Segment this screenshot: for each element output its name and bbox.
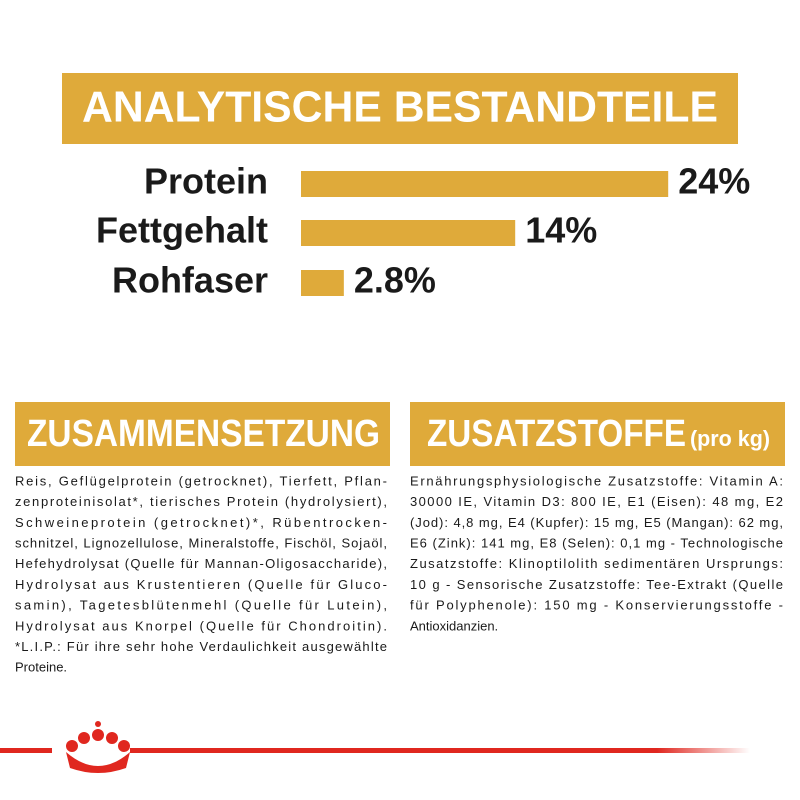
- bar: [301, 270, 344, 296]
- paragraph-line: Antioxidanzien.: [410, 618, 498, 633]
- composition-title-box: [15, 402, 390, 466]
- title: ANALYTISCHE BESTANDTEILE: [82, 83, 718, 132]
- paragraph-line: 30000 IE, Vitamin D3: 800 IE, E1 (Eisen)…: [410, 494, 783, 509]
- paragraph-line: Proteine.: [15, 660, 67, 675]
- bar: [301, 220, 516, 246]
- category-label: Protein: [144, 161, 268, 202]
- rule-right: [130, 748, 750, 753]
- value-label: 2.8%: [354, 260, 436, 301]
- paragraph-line: Schweineprotein (getrocknet)*, Rübentroc…: [15, 515, 387, 530]
- category-label: Fettgehalt: [96, 210, 268, 251]
- paragraph-line: (Jod): 4,8 mg, E4 (Kupfer): 15 mg, E5 (M…: [410, 515, 783, 530]
- paragraph-line: *L.I.P.: Für ihre sehr hohe Verdaulichke…: [15, 639, 387, 654]
- rule-left: [0, 748, 52, 753]
- additives-title-suffix: (pro kg): [690, 426, 770, 451]
- paragraph-line: Ernährungsphysiologische Zusatzstoffe: V…: [410, 473, 783, 488]
- value-label: 14%: [525, 210, 597, 251]
- paragraph-line: 10 g - Sensorische Zusatzstoffe: Tee-Ext…: [410, 577, 783, 592]
- paragraph-line: samin), Tagetesblütenmehl (Quelle für Lu…: [15, 598, 387, 613]
- paragraph-line: Hydrolysat aus Krustentieren (Quelle für…: [15, 577, 387, 592]
- paragraph-line: Hefehydrolysat (Quelle für Mannan-Oligos…: [15, 556, 387, 571]
- paragraph-line: zenproteinisolat*, tierisches Protein (h…: [15, 494, 387, 509]
- title-box: [62, 73, 738, 144]
- paragraph-line: E6 (Zink): 141 mg, E8 (Selen): 0,1 mg - …: [410, 536, 783, 551]
- crown-logo: [66, 721, 130, 773]
- additives-title: ZUSATZSTOFFE: [427, 413, 686, 455]
- paragraph-line: Zusatzstoffe: Klinoptilolith sedimentäre…: [410, 556, 783, 571]
- bar: [301, 171, 669, 197]
- paragraph-line: Hydrolysat aus Knorpel (Quelle für Chond…: [15, 618, 387, 633]
- paragraph-line: schnitzel, Lignozellulose, Mineralstoffe…: [15, 536, 387, 551]
- value-label: 24%: [678, 161, 750, 202]
- category-label: Rohfaser: [112, 260, 268, 301]
- composition-title: ZUSAMMENSETZUNG: [27, 413, 380, 455]
- paragraph-line: Reis, Geflügelprotein (getrocknet), Tier…: [15, 473, 387, 488]
- paragraph-line: für Polyphenole): 150 mg - Konservierung…: [410, 598, 783, 613]
- additives-title-box: [410, 402, 785, 466]
